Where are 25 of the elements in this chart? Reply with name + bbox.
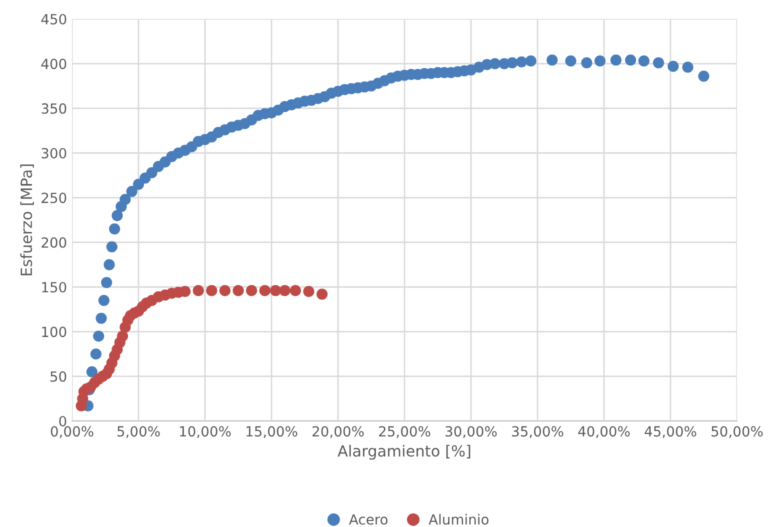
x-tick-label: 10,00%	[180, 426, 231, 438]
y-tick-label: 400	[41, 58, 66, 70]
x-tick-label: 20,00%	[312, 426, 364, 438]
x-tick-label: 35,00%	[512, 426, 564, 438]
legend-label: Aluminio	[428, 514, 488, 525]
y-tick-label: 100	[42, 326, 66, 338]
y-tick-label: 50	[50, 371, 66, 382]
y-tick-label: 450	[41, 14, 66, 24]
y-tick-label: 350	[42, 103, 66, 114]
x-tick-label: 45,00%	[644, 426, 696, 438]
x-tick-label: 25,00%	[379, 426, 430, 438]
x-tick-label: 30,00%	[446, 426, 497, 438]
legend-label: Acero	[349, 514, 388, 525]
y-tick-label: 150	[42, 282, 66, 292]
y-tick-label: 200	[42, 237, 66, 248]
x-axis-title: Alargamiento [%]	[338, 444, 470, 460]
y-tick-label: 250	[42, 192, 66, 204]
x-tick-label: 15,00%	[246, 426, 298, 438]
x-tick-label: 5,00%	[118, 426, 160, 438]
y-tick-label: 0	[59, 416, 66, 426]
y-tick-label: 300	[42, 148, 66, 158]
x-tick-label: 50,00%	[712, 426, 763, 438]
x-tick-label: 0,00%	[50, 426, 94, 438]
x-tick-label: 40,00%	[578, 426, 630, 438]
y-axis-title: Esfuerzo [MPa]	[20, 164, 34, 276]
